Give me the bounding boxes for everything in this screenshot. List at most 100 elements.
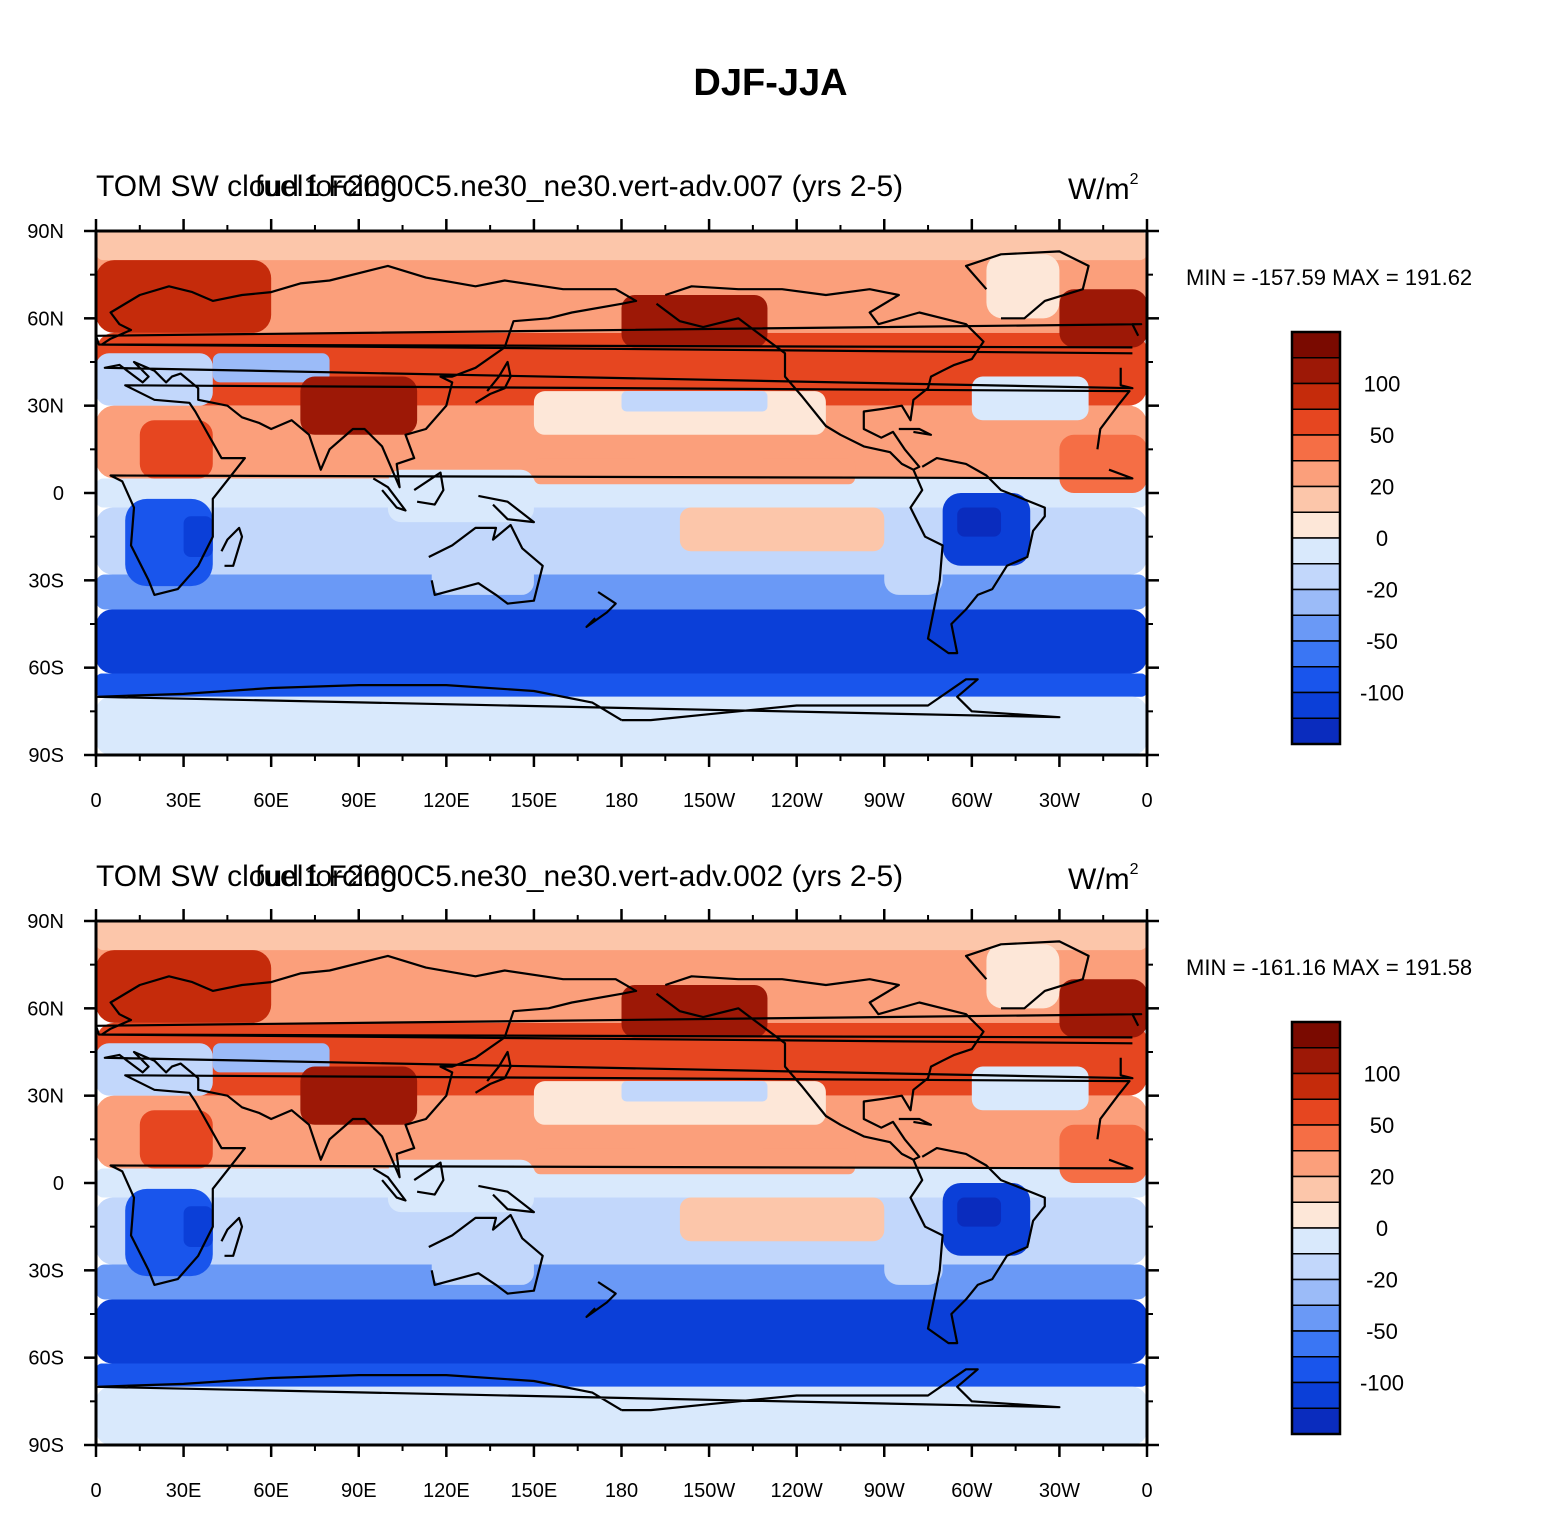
coastlines bbox=[96, 940, 1143, 1412]
colorbar-swatch bbox=[1291, 1021, 1341, 1049]
colorbar-label: 20 bbox=[1370, 475, 1394, 500]
contour-band bbox=[679, 1197, 885, 1242]
contour-band bbox=[621, 985, 768, 1038]
colorbar-swatch bbox=[1291, 1278, 1341, 1306]
colorbar-swatch bbox=[1291, 1150, 1341, 1178]
colorbar-swatch bbox=[1291, 640, 1341, 668]
colorbar-swatch bbox=[1291, 588, 1341, 616]
contour-band bbox=[957, 1197, 1002, 1227]
lon-tick-label: 120W bbox=[771, 790, 823, 812]
lon-tick-label: 0 bbox=[90, 790, 101, 812]
lon-tick-label: 180 bbox=[605, 1480, 638, 1502]
colorbar-label: 0 bbox=[1376, 1216, 1388, 1241]
colorbar-label: 100 bbox=[1364, 372, 1401, 397]
contour-band bbox=[533, 1148, 856, 1175]
lon-tick-label: 120E bbox=[423, 790, 470, 812]
colorbar-swatch bbox=[1291, 357, 1341, 385]
contour-band bbox=[621, 295, 768, 348]
colorbar-label: 50 bbox=[1370, 1113, 1394, 1138]
colorbar-swatch bbox=[1291, 1124, 1341, 1152]
lat-tick-label: 90S bbox=[28, 745, 64, 767]
min-max-label: MIN = -157.59 MAX = 191.62 bbox=[1186, 265, 1473, 290]
lat-tick-label: 30N bbox=[27, 1086, 64, 1108]
lon-tick-label: 90E bbox=[341, 790, 377, 812]
coastline bbox=[964, 250, 1090, 320]
coastline bbox=[655, 285, 985, 471]
lon-tick-label: 90W bbox=[864, 1480, 905, 1502]
contour-band bbox=[96, 478, 1147, 508]
contour-band bbox=[212, 1043, 330, 1073]
coastline bbox=[413, 1161, 445, 1196]
colorbar-label: -100 bbox=[1360, 681, 1404, 706]
contour-band bbox=[183, 516, 213, 558]
min-max-label: MIN = -161.16 MAX = 191.58 bbox=[1186, 955, 1473, 980]
lon-tick-label: 150E bbox=[511, 1480, 558, 1502]
coastline bbox=[96, 1368, 1061, 1412]
coastline bbox=[898, 1117, 933, 1126]
lat-tick-label: 90N bbox=[27, 911, 64, 933]
coastline bbox=[109, 384, 1134, 597]
colorbar-swatch bbox=[1291, 537, 1341, 565]
panel-left-label: TOM SW cloud forcing bbox=[96, 170, 398, 203]
panel-case-label: fuel1 F2000C5.ne30_ne30.vert-adv.007 (yr… bbox=[255, 170, 904, 203]
coastline bbox=[964, 940, 1090, 1010]
contour-band bbox=[431, 1235, 534, 1285]
lat-tick-label: 60N bbox=[27, 308, 64, 330]
colorbar: 100 50 20 0 -20 -50 -100 bbox=[1290, 1020, 1404, 1436]
coastline bbox=[96, 1013, 1143, 1039]
coastline bbox=[413, 471, 445, 506]
contour-band bbox=[96, 1386, 1147, 1445]
colorbar-swatch bbox=[1291, 511, 1341, 539]
lon-tick-label: 60E bbox=[253, 790, 289, 812]
contour-band bbox=[971, 376, 1089, 421]
coastline bbox=[478, 494, 536, 524]
map-figure: 90N 60N 30N 0 30S 60S 90S 0 30E 60E 90E 120E 150E 180… bbox=[27, 219, 1404, 812]
contour-field bbox=[96, 231, 1147, 755]
colorbar-swatch bbox=[1291, 666, 1341, 694]
coastline bbox=[474, 1050, 512, 1094]
colorbar-swatch bbox=[1291, 1175, 1341, 1203]
contour-band bbox=[971, 1066, 1089, 1111]
panel-case-label: fuel1 F2000C5.ne30_ne30.vert-adv.002 (yr… bbox=[255, 860, 904, 893]
contour-band bbox=[884, 536, 943, 595]
coastline bbox=[478, 1184, 536, 1214]
colorbar-label: 100 bbox=[1364, 1062, 1401, 1087]
lat-tick-label: 90N bbox=[27, 221, 64, 243]
contour-band bbox=[300, 376, 418, 435]
colorbar-label: -100 bbox=[1360, 1371, 1404, 1396]
colorbar-swatch bbox=[1291, 614, 1341, 642]
lon-tick-label: 30W bbox=[1039, 790, 1080, 812]
coastline bbox=[898, 427, 933, 436]
contour-band bbox=[96, 673, 1147, 697]
colorbar-label: -50 bbox=[1366, 1319, 1398, 1344]
lon-tick-label: 30W bbox=[1039, 1480, 1080, 1502]
colorbar-label: 20 bbox=[1370, 1165, 1394, 1190]
map-figure: 90N 60N 30N 0 30S 60S 90S 0 30E 60E 90E 120E 150E 180… bbox=[27, 909, 1404, 1502]
lat-tick-label: 30N bbox=[27, 396, 64, 418]
contour-band bbox=[884, 1226, 943, 1285]
map-panel-bottom: TOM SW cloud forcing fuel1 F2000C5.ne30_… bbox=[0, 690, 1541, 1502]
colorbar-swatch bbox=[1291, 1253, 1341, 1281]
contour-band bbox=[96, 1043, 213, 1096]
contour-band bbox=[986, 944, 1060, 1009]
coastline bbox=[96, 678, 1061, 722]
contour-band bbox=[96, 696, 1147, 755]
lon-tick-label: 90E bbox=[341, 1480, 377, 1502]
lon-tick-label: 0 bbox=[90, 1480, 101, 1502]
colorbar-swatch bbox=[1291, 1047, 1341, 1075]
colorbar-swatch bbox=[1291, 485, 1341, 513]
lon-tick-label: 60W bbox=[951, 1480, 992, 1502]
axis-ticks: 90N 60N 30N 0 30S 60S 90S 0 30E 60E 90E 120E 150E 180… bbox=[27, 909, 1159, 1502]
colorbar-swatch bbox=[1291, 1072, 1341, 1100]
lat-tick-label: 30S bbox=[28, 570, 64, 592]
lat-tick-label: 60S bbox=[28, 658, 64, 680]
contour-band bbox=[96, 950, 272, 1023]
colorbar-label: -20 bbox=[1366, 578, 1398, 603]
lon-tick-label: 120E bbox=[423, 1480, 470, 1502]
contour-band bbox=[96, 609, 1147, 674]
lon-tick-label: 150W bbox=[683, 790, 735, 812]
coastline bbox=[96, 323, 1143, 349]
colorbar-swatch bbox=[1291, 1201, 1341, 1229]
lon-tick-label: 60E bbox=[253, 1480, 289, 1502]
contour-band bbox=[96, 574, 1147, 610]
